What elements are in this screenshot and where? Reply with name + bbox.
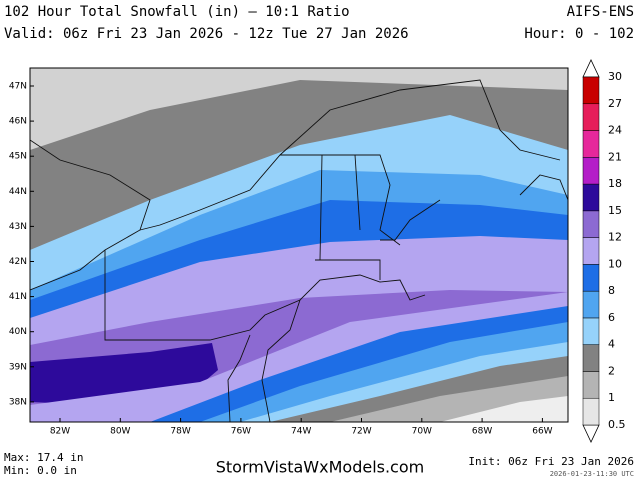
site: StormVistaWxModels.com (216, 458, 424, 477)
colorbar-segment (582, 397, 600, 426)
lon-label: 82W (50, 427, 70, 437)
colorbar-segment (582, 157, 600, 185)
colorbar-segment (582, 210, 600, 238)
lon-label: 80W (110, 427, 130, 437)
lat-label: 46N (9, 117, 27, 127)
lat-label: 45N (9, 152, 27, 162)
colorbar-segment (582, 237, 600, 265)
colorbar-segment (582, 103, 600, 131)
lon-label: 68W (472, 427, 492, 437)
lat-label: 39N (9, 362, 27, 372)
colorbar-segment (582, 344, 600, 372)
max: Max: 17.4 in (4, 451, 83, 464)
colorbar-label: 24 (608, 124, 622, 137)
title: 102 Hour Total Snowfall (in) — 10:1 Rati… (4, 4, 350, 20)
colorbar-label: 1 (608, 391, 615, 404)
colorbar-label: 12 (608, 231, 622, 244)
lat-label: 41N (9, 292, 27, 302)
lat-labels: 47N 46N 45N 44N 43N 42N 41N 40N 39N 38N (9, 82, 34, 407)
hours: Hour: 0 - 102 (524, 26, 634, 42)
colorbar-label: 15 (608, 204, 622, 217)
colorbar-label: 30 (608, 70, 622, 83)
lon-labels: 82W 80W 78W 76W 74W 72W 70W 68W 66W (50, 418, 553, 437)
lat-label: 43N (9, 222, 27, 232)
colorbar-label: 8 (608, 284, 615, 297)
colorbar-label: 6 (608, 311, 615, 324)
colorbar-label: 4 (608, 338, 615, 351)
lat-label: 42N (9, 257, 27, 267)
colorbar-segment (582, 76, 600, 105)
colorbar-segment (582, 371, 600, 399)
colorbar-segment (582, 317, 600, 345)
colorbar-segment (582, 290, 600, 319)
lon-label: 66W (532, 427, 552, 437)
min: Min: 0.0 in (4, 464, 77, 477)
colorbar-label: 27 (608, 97, 622, 110)
valid-time: Valid: 06z Fri 23 Jan 2026 - 12z Tue 27 … (4, 26, 409, 42)
lat-label: 40N (9, 327, 27, 337)
colorbar-label: 2 (608, 364, 615, 377)
lon-label: 76W (231, 427, 251, 437)
lon-label: 72W (351, 427, 371, 437)
colorbar-segment (582, 130, 600, 158)
colorbar-label: 0.5 (608, 418, 626, 431)
lon-label: 74W (291, 427, 311, 437)
colorbar-label: 10 (608, 257, 622, 270)
model: AIFS-ENS (567, 4, 634, 20)
lat-label: 38N (9, 397, 27, 407)
lon-label: 78W (170, 427, 190, 437)
colorbar-segment (582, 183, 600, 212)
colorbar-segment (582, 264, 600, 292)
colorbar-label: 21 (608, 150, 622, 163)
lat-label: 44N (9, 187, 27, 197)
colorbar-label: 18 (608, 177, 622, 190)
init: Init: 06z Fri 23 Jan 2026 (468, 455, 634, 468)
lat-label: 47N (9, 82, 27, 92)
map (29, 67, 569, 423)
timestamp: 2026-01-23-11:30 UTC (550, 470, 634, 478)
lon-label: 70W (412, 427, 432, 437)
